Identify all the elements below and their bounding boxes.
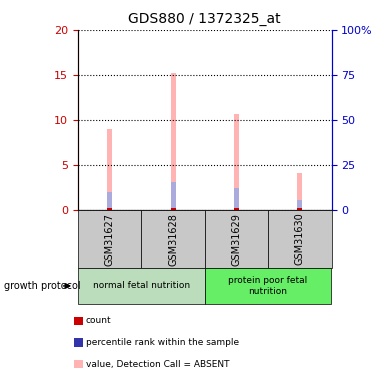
Text: GSM31627: GSM31627 — [105, 213, 115, 266]
Bar — [170, 209, 176, 210]
Title: GDS880 / 1372325_at: GDS880 / 1372325_at — [128, 12, 281, 26]
Bar — [297, 200, 302, 210]
Text: count: count — [86, 316, 112, 325]
Bar — [234, 209, 239, 210]
Text: percentile rank within the sample: percentile rank within the sample — [86, 338, 239, 347]
Text: GSM31628: GSM31628 — [168, 213, 178, 266]
Bar — [297, 209, 302, 210]
Text: protein poor fetal
nutrition: protein poor fetal nutrition — [229, 276, 308, 296]
Bar — [297, 173, 302, 210]
Text: GSM31630: GSM31630 — [295, 213, 305, 266]
Bar — [170, 73, 176, 210]
Bar — [107, 129, 112, 210]
Bar — [170, 182, 176, 210]
Text: growth protocol: growth protocol — [4, 281, 80, 291]
Text: GSM31629: GSM31629 — [231, 213, 241, 266]
Bar — [107, 192, 112, 210]
Bar — [234, 114, 239, 210]
Bar — [107, 209, 112, 210]
Text: value, Detection Call = ABSENT: value, Detection Call = ABSENT — [86, 360, 229, 369]
Bar — [234, 188, 239, 210]
Text: normal fetal nutrition: normal fetal nutrition — [93, 281, 190, 290]
